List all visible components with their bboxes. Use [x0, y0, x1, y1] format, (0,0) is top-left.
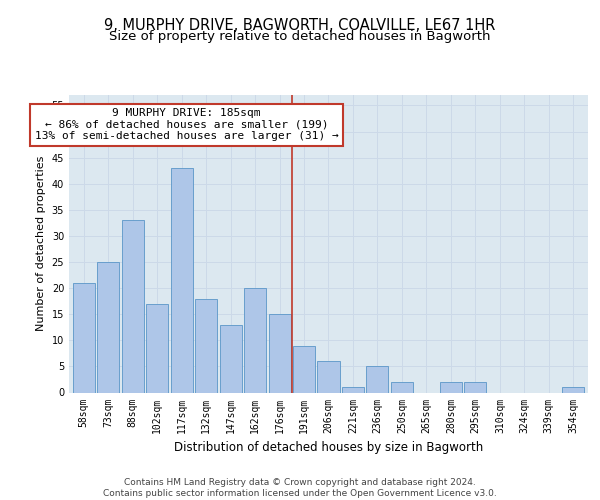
Text: 9, MURPHY DRIVE, BAGWORTH, COALVILLE, LE67 1HR: 9, MURPHY DRIVE, BAGWORTH, COALVILLE, LE… [104, 18, 496, 32]
Bar [269, 314, 290, 392]
Text: 9 MURPHY DRIVE: 185sqm
← 86% of detached houses are smaller (199)
13% of semi-de: 9 MURPHY DRIVE: 185sqm ← 86% of detached… [35, 108, 338, 141]
Bar [317, 361, 340, 392]
Bar [464, 382, 487, 392]
Bar [293, 346, 315, 393]
X-axis label: Distribution of detached houses by size in Bagworth: Distribution of detached houses by size … [174, 441, 483, 454]
Bar [562, 388, 584, 392]
Bar [97, 262, 119, 392]
Text: Contains HM Land Registry data © Crown copyright and database right 2024.
Contai: Contains HM Land Registry data © Crown c… [103, 478, 497, 498]
Bar [440, 382, 462, 392]
Bar [244, 288, 266, 393]
Bar [170, 168, 193, 392]
Bar [220, 324, 242, 392]
Text: Size of property relative to detached houses in Bagworth: Size of property relative to detached ho… [109, 30, 491, 43]
Bar [342, 388, 364, 392]
Bar [122, 220, 143, 392]
Y-axis label: Number of detached properties: Number of detached properties [36, 156, 46, 332]
Bar [195, 298, 217, 392]
Bar [146, 304, 168, 392]
Bar [73, 283, 95, 393]
Bar [367, 366, 388, 392]
Bar [391, 382, 413, 392]
